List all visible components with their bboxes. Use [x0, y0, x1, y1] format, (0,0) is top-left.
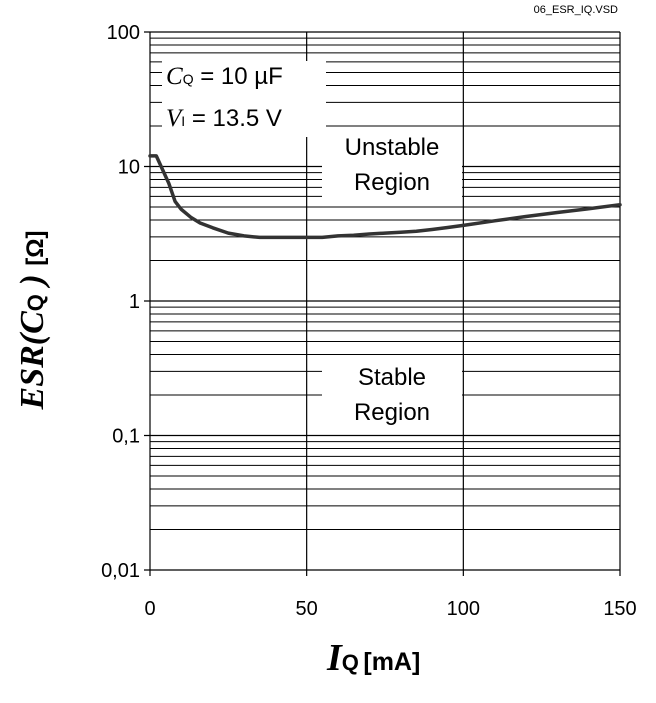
stable-region-label: Stable Region — [322, 360, 462, 430]
x-tick-label: 150 — [603, 598, 636, 620]
y-tick-label: 10 — [118, 157, 140, 179]
x-tick-label: 0 — [144, 598, 155, 620]
y-axis-title: ESR(CQ ) [Ω] — [14, 230, 51, 410]
vi-condition: VI = 13.5 V — [166, 105, 282, 132]
tick-labels: 0,01 0,1 1 10 100 0 50 100 150 — [101, 22, 637, 620]
y-tick-label: 0,01 — [101, 560, 140, 582]
esr-limit-curve — [148, 154, 622, 240]
y-tick-label: 100 — [107, 22, 140, 44]
x-axis-title: IQ [mA] — [327, 637, 421, 679]
plot-grid — [144, 31, 621, 576]
figure-id: 06_ESR_IQ.VSD — [533, 4, 618, 16]
y-tick-label: 0,1 — [112, 426, 140, 448]
cq-condition: CQ = 10 µF — [166, 63, 283, 90]
x-tick-label: 50 — [296, 598, 318, 620]
conditions-annotation: CQ = 10 µF VI = 13.5 V — [162, 61, 326, 137]
x-tick-label: 100 — [447, 598, 480, 620]
series-layer — [148, 154, 622, 240]
y-tick-label: 1 — [129, 291, 140, 313]
unstable-region-label: Unstable Region — [322, 130, 462, 200]
